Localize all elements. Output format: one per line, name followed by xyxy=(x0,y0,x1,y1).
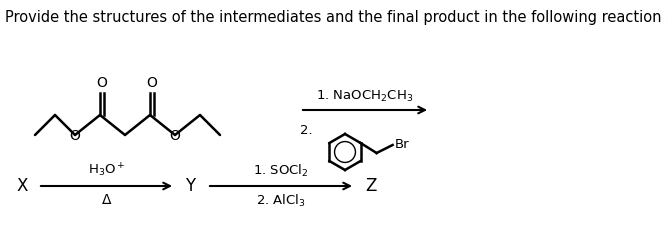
Text: Z: Z xyxy=(366,177,377,195)
Text: X: X xyxy=(16,177,28,195)
Text: Br: Br xyxy=(395,139,410,152)
Text: O: O xyxy=(147,76,157,90)
Text: 1. NaOCH$_2$CH$_3$: 1. NaOCH$_2$CH$_3$ xyxy=(316,89,414,104)
Text: O: O xyxy=(97,76,107,90)
Text: Y: Y xyxy=(185,177,195,195)
Text: 2. AlCl$_3$: 2. AlCl$_3$ xyxy=(256,193,306,209)
Text: 2.: 2. xyxy=(300,124,313,137)
Text: 1. SOCl$_2$: 1. SOCl$_2$ xyxy=(253,163,309,179)
Text: H$_3$O$^+$: H$_3$O$^+$ xyxy=(88,162,125,179)
Text: Provide the structures of the intermediates and the final product in the followi: Provide the structures of the intermedia… xyxy=(5,10,667,25)
Text: Δ: Δ xyxy=(102,193,111,207)
Text: O: O xyxy=(169,129,181,143)
Text: O: O xyxy=(69,129,81,143)
